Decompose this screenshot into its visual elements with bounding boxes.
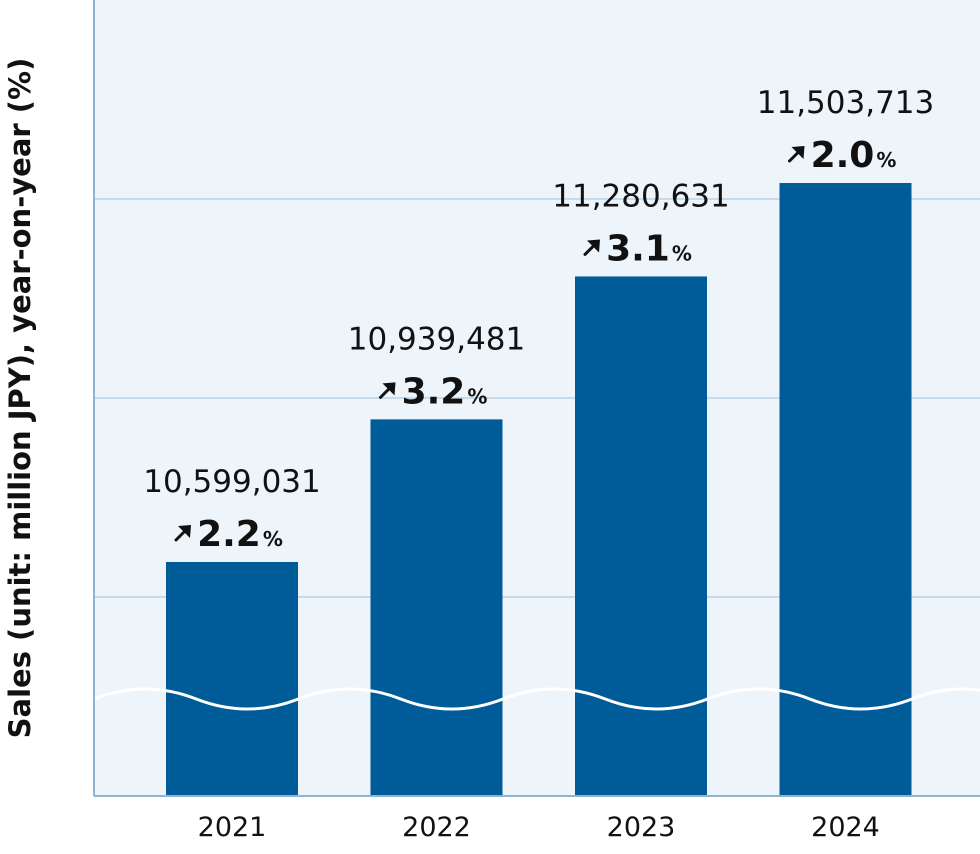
x-tick-2024: 2024 [811, 812, 880, 843]
yoy-label-2022: 3.2% [379, 371, 488, 412]
yoy-label-2021: 2.2% [174, 514, 283, 555]
x-tick-2023: 2023 [607, 812, 676, 843]
x-tick-labels: 2021 2022 2023 2024 [198, 812, 880, 843]
value-label-2021: 10,599,031 [143, 464, 321, 500]
yoy-value-2021: 2.2 [197, 514, 261, 555]
value-label-2023: 11,280,631 [552, 178, 730, 214]
value-label-2024: 11,503,713 [757, 85, 935, 121]
bar-2021 [166, 562, 298, 796]
axis-break-wave [93, 687, 980, 711]
bar-labels: 10,599,031 2.2 % 10,939,481 3.2 % 11,280,631 3.… [143, 85, 934, 555]
arrow-up-right-icon [379, 382, 396, 399]
yoy-value-2023: 3.1 [606, 228, 670, 269]
yoy-label-2024: 2.0% [788, 135, 897, 176]
bar-2022 [370, 419, 503, 796]
yoy-unit-2021: % [263, 527, 283, 551]
yoy-label-2023: 3.1% [583, 228, 692, 269]
yoy-text-2022: 3.2% [402, 371, 488, 412]
yoy-value-2022: 3.2 [402, 371, 466, 412]
yoy-text-2023: 3.1% [606, 228, 692, 269]
yoy-text-2024: 2.0% [811, 135, 897, 176]
bar-2023 [575, 276, 707, 796]
arrow-up-right-icon [788, 146, 805, 163]
bar-2024 [779, 183, 912, 796]
yoy-value-2024: 2.0 [811, 135, 875, 176]
value-label-2022: 10,939,481 [348, 321, 526, 357]
yoy-text-2021: 2.2% [197, 514, 283, 555]
yoy-unit-2024: % [876, 148, 896, 172]
yoy-unit-2022: % [467, 384, 487, 408]
arrow-up-right-icon [174, 525, 191, 542]
x-tick-2021: 2021 [198, 812, 267, 843]
yoy-unit-2023: % [672, 241, 692, 265]
arrow-up-right-icon [583, 239, 600, 256]
y-axis-label: Sales (unit: million JPY), year-on-year … [3, 58, 37, 739]
x-tick-2022: 2022 [402, 812, 471, 843]
